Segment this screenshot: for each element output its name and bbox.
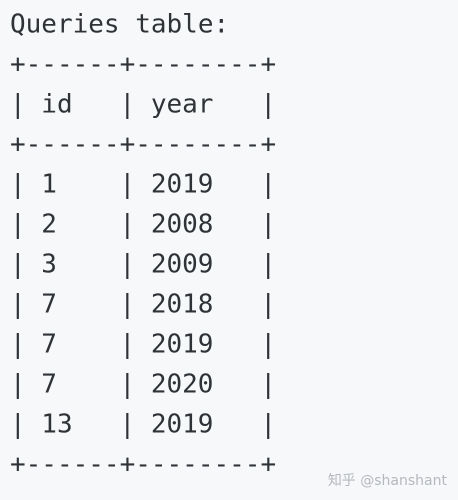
watermark: 知乎 @shanshant: [328, 472, 448, 489]
table-border: +------+--------+: [10, 130, 276, 160]
table-cell: 2009: [151, 250, 214, 280]
column-separator: |: [120, 370, 136, 400]
column-separator: |: [260, 330, 276, 360]
column-separator: |: [260, 210, 276, 240]
table-cell: 2019: [151, 330, 214, 360]
column-separator: |: [10, 250, 26, 280]
column-separator: |: [120, 250, 136, 280]
column-separator: |: [10, 370, 26, 400]
header-cell: year: [151, 90, 214, 120]
table-cell: 2018: [151, 290, 214, 320]
table-border: +------+--------+: [10, 450, 276, 480]
column-separator: |: [10, 170, 26, 200]
table-cell: 7: [41, 290, 57, 320]
column-separator: |: [120, 170, 136, 200]
table-cell: 1: [41, 170, 57, 200]
column-separator: |: [260, 290, 276, 320]
table-border: +------+--------+: [10, 50, 276, 80]
column-separator: |: [10, 210, 26, 240]
header-cell: id: [41, 90, 72, 120]
table-cell: 13: [41, 410, 72, 440]
column-separator: |: [260, 170, 276, 200]
column-separator: |: [260, 370, 276, 400]
table-cell: 7: [41, 330, 57, 360]
column-separator: |: [10, 290, 26, 320]
table-cell: 3: [41, 250, 57, 280]
column-separator: |: [120, 410, 136, 440]
column-separator: |: [120, 290, 136, 320]
table-cell: 2008: [151, 210, 214, 240]
table-cell: 2: [41, 210, 57, 240]
column-separator: |: [120, 90, 136, 120]
column-separator: |: [260, 250, 276, 280]
column-separator: |: [260, 410, 276, 440]
table-cell: 2019: [151, 170, 214, 200]
table-cell: 2020: [151, 370, 214, 400]
column-separator: |: [10, 330, 26, 360]
column-separator: |: [10, 90, 26, 120]
column-separator: |: [120, 330, 136, 360]
column-separator: |: [260, 90, 276, 120]
table-cell: 7: [41, 370, 57, 400]
table-cell: 2019: [151, 410, 214, 440]
title: Queries table:: [10, 10, 229, 40]
column-separator: |: [120, 210, 136, 240]
column-separator: |: [10, 410, 26, 440]
